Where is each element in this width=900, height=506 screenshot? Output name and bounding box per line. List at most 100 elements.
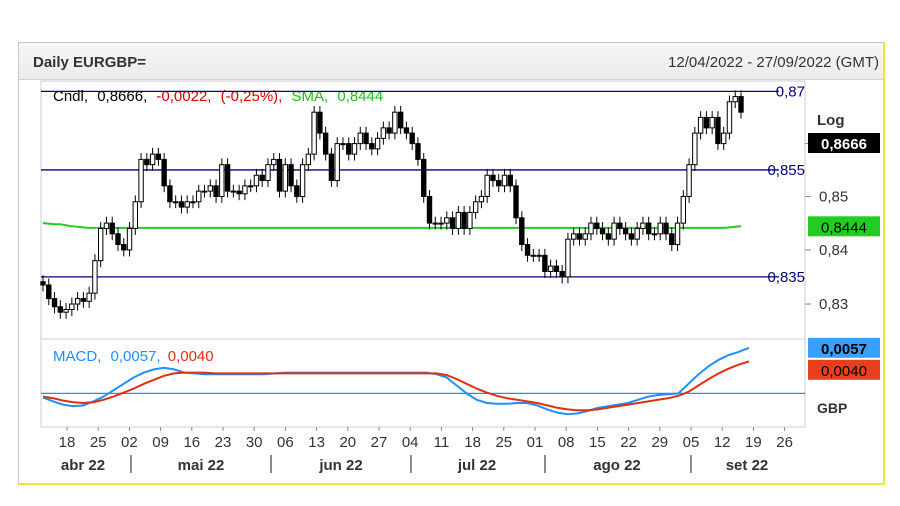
candle-body: [738, 96, 744, 113]
month-label: jul 22: [457, 457, 496, 474]
macd-layer: [41, 346, 805, 416]
macd-scale-label: GBP: [817, 400, 847, 416]
candle-body: [426, 195, 433, 224]
y-tick-label: 0,83: [819, 296, 848, 313]
sma-line: [42, 222, 742, 229]
x-tick-label: 20: [339, 434, 356, 451]
chart-header: [19, 43, 883, 80]
axis-layer: 0,860,850,840,83Log0,86660,84440,00570,0…: [59, 112, 880, 474]
candle-body: [340, 143, 346, 146]
price-legend: Cndl, 0,8666, -0,0022, (-0,25%), SMA, 0,…: [53, 88, 383, 105]
candle-body: [576, 233, 583, 240]
candle-body: [138, 158, 144, 203]
candle-body: [605, 233, 612, 240]
level-label: 0,855: [767, 162, 805, 179]
candle-body: [663, 222, 669, 235]
candle-body: [715, 116, 721, 145]
candle-body: [172, 201, 179, 204]
x-tick-label: 08: [558, 434, 575, 451]
candle-body: [167, 185, 173, 203]
candle-body: [386, 127, 392, 134]
candle-body: [224, 164, 231, 192]
candle-body: [374, 137, 381, 150]
date-range: 12/04/2022 - 27/09/2022 (GMT): [668, 54, 879, 71]
x-tick-label: 13: [308, 434, 325, 451]
x-tick-label: 15: [589, 434, 606, 451]
level-label: 0,835: [767, 269, 805, 286]
candle-body: [421, 158, 427, 197]
candle-body: [132, 201, 138, 229]
legend-change-pct: (-0,25%),: [221, 88, 283, 105]
candle-body: [253, 174, 260, 187]
candle-body: [692, 132, 698, 166]
sma-badge-label: 0,8444: [821, 219, 867, 236]
candle-body: [305, 153, 312, 166]
candle-body: [271, 158, 277, 166]
chart-title: Daily EURGBP=: [33, 54, 146, 71]
candle-body: [403, 127, 410, 134]
candle-body: [709, 116, 715, 129]
month-label: set 22: [726, 457, 769, 474]
candle-body: [103, 222, 110, 229]
month-label: mai 22: [178, 457, 225, 474]
candle-body: [46, 284, 52, 300]
candle-body: [322, 132, 329, 155]
candle-body: [461, 211, 467, 229]
candle-body: [669, 233, 675, 246]
y-tick-label: 0,85: [819, 188, 848, 205]
chart-frame: Daily EURGBP= 12/04/2022 - 27/09/2022 (G…: [18, 42, 885, 485]
x-tick-label: 12: [714, 434, 731, 451]
candle-body: [294, 185, 300, 197]
candle-body: [547, 265, 554, 272]
candle-body: [559, 270, 565, 278]
candle-body: [357, 132, 363, 145]
candle-body: [553, 265, 560, 272]
sma-badge: [808, 216, 880, 237]
candle-body: [80, 298, 87, 302]
price-panel: [40, 80, 806, 340]
x-tick-label: 16: [183, 434, 200, 451]
candle-body: [674, 222, 681, 246]
candle-body: [634, 227, 640, 240]
candle-body: [720, 132, 727, 145]
candle-body: [178, 201, 185, 208]
x-tick-label: 25: [90, 434, 107, 451]
signal-badge-label: 0,0040: [821, 363, 867, 380]
signal-badge: [808, 359, 880, 380]
candle-body: [230, 190, 237, 193]
candle-body: [213, 185, 219, 197]
candle-body: [155, 153, 162, 160]
y-tick-label: 0,84: [819, 242, 848, 259]
candle-body: [109, 222, 115, 235]
candle-body: [92, 260, 98, 294]
candle-body: [161, 158, 167, 187]
candle-body: [259, 174, 265, 182]
legend-sma-label: SMA,: [292, 88, 329, 105]
candle-body: [444, 217, 450, 224]
candle-body: [369, 143, 375, 150]
candle-body: [115, 233, 121, 246]
candle-body: [680, 195, 687, 224]
candle-body: [299, 164, 306, 197]
x-tick-label: 18: [59, 434, 76, 451]
candle-body: [507, 174, 513, 187]
candle-body: [484, 174, 490, 197]
scale-label: Log: [817, 112, 845, 129]
month-label: ago 22: [593, 457, 641, 474]
candle-body: [490, 174, 496, 182]
candle-body: [121, 244, 127, 251]
candle-body: [726, 101, 733, 134]
x-tick-label: 23: [215, 434, 232, 451]
candle-body: [524, 244, 531, 256]
candle-body: [242, 185, 248, 195]
candle-body: [196, 190, 202, 203]
candle-body: [455, 211, 462, 229]
x-tick-label: 22: [620, 434, 637, 451]
legend-close: 0,8666,: [97, 88, 147, 105]
candle-body: [144, 158, 150, 166]
candle-body: [530, 254, 537, 257]
candle-body: [69, 303, 75, 310]
candle-body: [611, 222, 617, 240]
candle-body: [126, 227, 133, 251]
candle-body: [276, 158, 283, 192]
